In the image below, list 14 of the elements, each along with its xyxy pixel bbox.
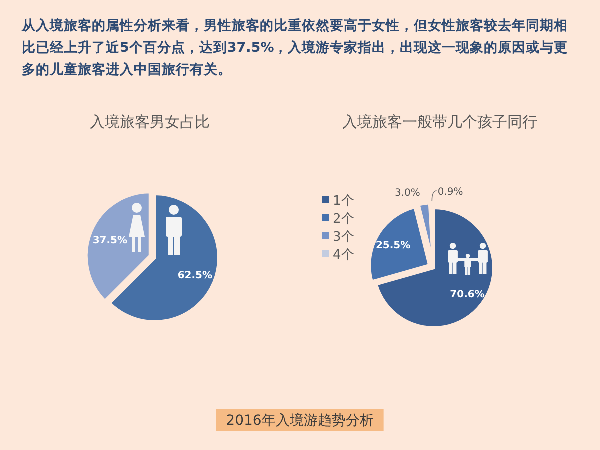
data-label: 62.5% <box>178 270 213 282</box>
legend-label: 4个 <box>333 248 354 263</box>
text: 从入境旅客的属性分析来看，男性旅客的比重依然要高于女性，但女性旅客较去年同期相比已经上升了近5个百分点，达到37.5%，入境游专家指出，出现这一现象的原因或与更多的儿童旅客进入中国旅行有关。 <box>21 17 568 78</box>
chart-title: 入境旅客男女占比 <box>90 113 210 131</box>
data-label: 25.5% <box>376 240 411 252</box>
legend-label: 3个 <box>333 230 354 245</box>
legend-label: 2个 <box>333 212 354 227</box>
data-label: 37.5% <box>92 235 128 246</box>
data-label: 3.0% <box>395 188 420 199</box>
data-label: 70.6% <box>450 289 485 300</box>
data-label: 0.9% <box>438 187 464 198</box>
legend-label: 1个 <box>333 194 354 209</box>
chart-title: 入境旅客一般带几个孩子同行 <box>342 113 538 131</box>
text: 2016年入境游趋势分析 <box>226 413 374 429</box>
